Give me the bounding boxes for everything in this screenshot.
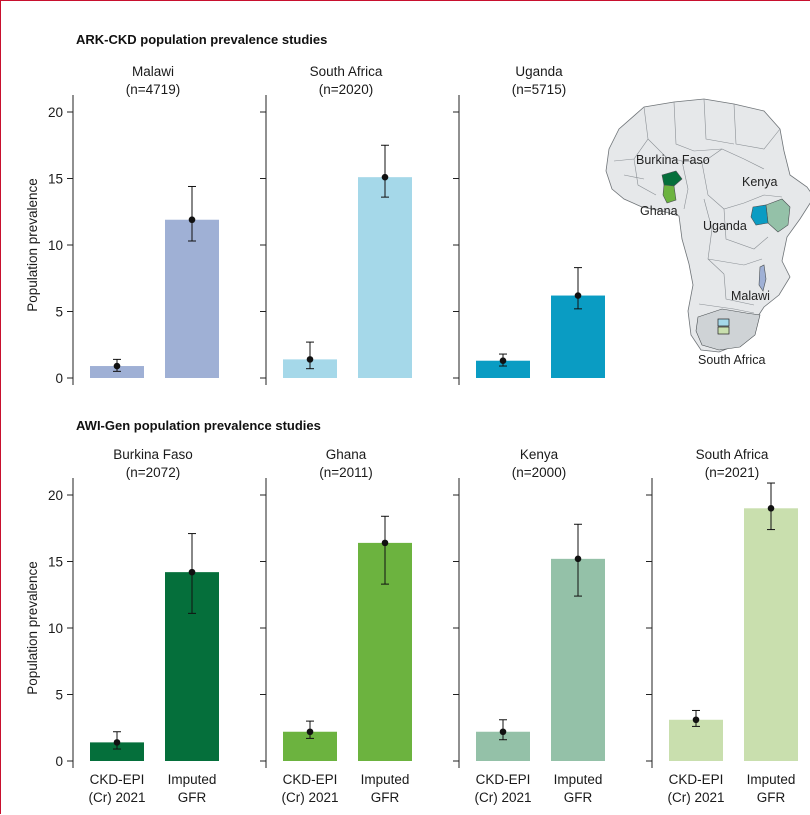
panel-title: South Africa — [310, 64, 383, 79]
chart-panels: Malawi (n=4719) 0 5 10 15 20 Population prevale… — [25, 64, 798, 805]
point-estimate — [381, 173, 389, 181]
point-estimate — [574, 292, 582, 299]
chart-panel-6: Kenya (n=2000) CKD-EPI (Cr) 2021 Imputed GFR — [453, 447, 605, 805]
y-tick-label: 20 — [48, 105, 63, 120]
bar — [476, 360, 530, 378]
x-tick-label: GFR — [564, 790, 593, 805]
panel-sample-size: (n=4719) — [126, 82, 180, 97]
point-estimate — [306, 356, 314, 363]
y-tick-label: 5 — [55, 688, 63, 703]
x-tick-label: CKD-EPI — [283, 772, 338, 787]
panel-title: Ghana — [326, 447, 367, 462]
y-tick-label: 10 — [48, 621, 63, 636]
x-tick-label: GFR — [178, 790, 207, 805]
point-estimate — [113, 739, 121, 746]
x-tick-label: Imputed — [168, 772, 217, 787]
x-tick-label: CKD-EPI — [476, 772, 531, 787]
chart-panel-3: Uganda (n=5715) — [453, 64, 605, 385]
chart-panel-4: Burkina Faso (n=2072) 0 5 10 15 20 Population p… — [25, 447, 219, 805]
x-tick-label: CKD-EPI — [669, 772, 724, 787]
map-label-malawi: Malawi — [731, 289, 770, 303]
bar — [744, 508, 798, 761]
x-tick-label: GFR — [371, 790, 400, 805]
chart-panel-2: South Africa (n=2020) — [260, 64, 412, 385]
panel-title: Malawi — [132, 64, 174, 79]
burkina-faso-region — [661, 170, 683, 187]
y-tick-label: 0 — [55, 754, 63, 769]
x-tick-label: Imputed — [361, 772, 410, 787]
panel-sample-size: (n=2021) — [705, 465, 759, 480]
africa-country-borders — [613, 98, 783, 314]
map-label-ghana: Ghana — [640, 204, 678, 218]
x-tick-label: CKD-EPI — [90, 772, 145, 787]
panel-sample-size: (n=5715) — [512, 82, 566, 97]
map-label-burkina-faso: Burkina Faso — [636, 153, 710, 167]
point-estimate — [692, 716, 700, 724]
africa-map: Burkina Faso Ghana Kenya Uganda Malawi S… — [605, 98, 810, 367]
y-tick-label: 20 — [48, 488, 63, 503]
x-tick-label: (Cr) 2021 — [474, 790, 531, 805]
x-tick-label: Imputed — [554, 772, 603, 787]
point-estimate — [499, 728, 507, 736]
point-estimate — [188, 216, 196, 224]
panel-sample-size: (n=2072) — [126, 465, 180, 480]
panel-sample-size: (n=2020) — [319, 82, 373, 97]
panel-sample-size: (n=2011) — [319, 465, 372, 480]
y-tick-label: 15 — [48, 172, 63, 187]
chart-panel-7: South Africa (n=2021) CKD-EPI (Cr) 2021 Impu… — [646, 447, 798, 805]
bar — [90, 366, 144, 378]
point-estimate — [188, 568, 196, 576]
point-estimate — [306, 728, 314, 736]
x-tick-label: GFR — [757, 790, 786, 805]
y-axis-label: Population prevalence — [25, 561, 40, 695]
panel-title: Uganda — [515, 64, 563, 79]
y-tick-label: 0 — [55, 371, 63, 386]
ark-ckd-group-title: ARK-CKD population prevalence studies — [76, 32, 327, 47]
uganda-region — [750, 204, 769, 226]
panel-title: Burkina Faso — [113, 447, 193, 462]
x-tick-label: Imputed — [747, 772, 796, 787]
map-label-south-africa: South Africa — [698, 353, 765, 367]
bar — [90, 742, 144, 761]
bar — [358, 177, 412, 378]
point-estimate — [381, 539, 389, 547]
malawi-region — [758, 264, 767, 292]
point-estimate — [767, 505, 775, 512]
chart-panel-5: Ghana (n=2011) CKD-EPI (Cr) 2021 Imputed GFR — [260, 447, 412, 805]
y-tick-label: 15 — [48, 555, 63, 570]
point-estimate — [113, 362, 121, 370]
panel-sample-size: (n=2000) — [512, 465, 566, 480]
x-tick-label: (Cr) 2021 — [88, 790, 145, 805]
map-label-uganda: Uganda — [703, 219, 747, 233]
y-tick-label: 10 — [48, 238, 63, 253]
x-tick-label: (Cr) 2021 — [667, 790, 724, 805]
bar — [165, 219, 219, 378]
panel-title: Kenya — [520, 447, 559, 462]
south-africa-awi-gen-site — [717, 326, 730, 335]
point-estimate — [499, 357, 507, 365]
map-label-kenya: Kenya — [742, 175, 777, 189]
south-africa-ark-site — [717, 318, 730, 327]
point-estimate — [574, 555, 582, 563]
awi-gen-group-title: AWI-Gen population prevalence studies — [76, 418, 321, 433]
y-axis-label: Population prevalence — [25, 178, 40, 312]
panel-title: South Africa — [696, 447, 769, 462]
y-tick-label: 5 — [55, 305, 63, 320]
chart-panel-1: Malawi (n=4719) 0 5 10 15 20 Population prevale… — [25, 64, 219, 386]
ghana-region — [662, 184, 677, 204]
x-tick-label: (Cr) 2021 — [281, 790, 338, 805]
